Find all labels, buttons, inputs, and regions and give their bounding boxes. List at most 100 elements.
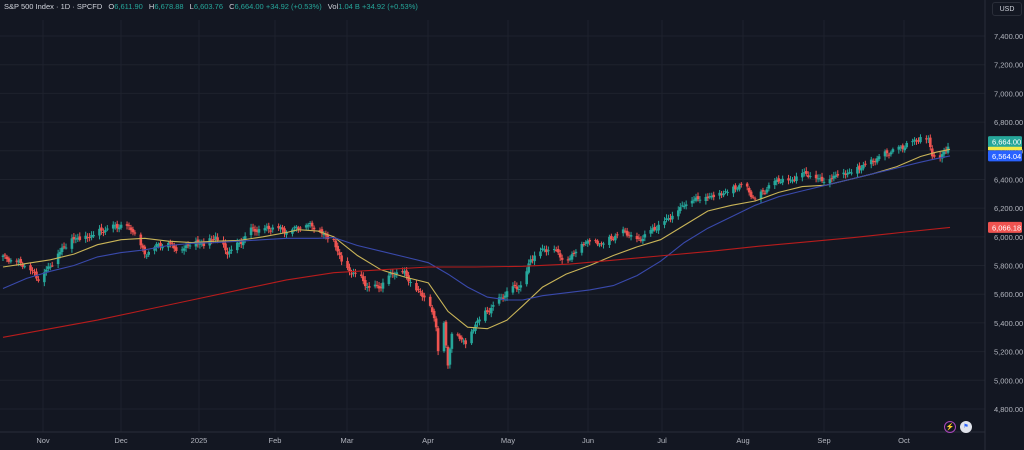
vol-label: Vol — [327, 2, 339, 11]
y-tick-label: 4,800.00 — [994, 405, 1023, 414]
candle-body — [462, 340, 466, 342]
candle-body — [281, 227, 284, 230]
candle-body — [470, 331, 473, 344]
low-label: L — [189, 2, 194, 11]
candle-body — [651, 228, 655, 232]
candle-body — [432, 310, 436, 319]
candle-body — [499, 297, 503, 299]
candle-body — [216, 237, 219, 241]
candle-body — [663, 221, 666, 225]
candle-body — [460, 337, 464, 340]
candle-body — [767, 185, 771, 189]
candle-body — [157, 244, 160, 246]
candle-body — [23, 266, 26, 268]
candle-body — [885, 150, 889, 154]
candle-body — [582, 244, 586, 246]
symbol-title[interactable]: S&P 500 Index · 1D · SPCFD — [4, 2, 103, 11]
candle-body — [45, 269, 48, 272]
candle-body — [913, 139, 916, 141]
candle-body — [141, 245, 145, 248]
candle-body — [856, 167, 859, 174]
candle-body — [48, 266, 52, 268]
candle-body — [100, 227, 103, 231]
candle-body — [519, 285, 523, 288]
candle-body — [777, 178, 781, 182]
candle-body — [927, 138, 930, 140]
candle-body — [942, 151, 946, 155]
candle-body — [883, 151, 887, 157]
candle-body — [401, 271, 404, 273]
candle-body — [486, 310, 489, 312]
candle-body — [905, 142, 908, 148]
candle-body — [326, 234, 330, 240]
currency-button[interactable]: USD — [992, 2, 1022, 16]
candle-body — [682, 206, 686, 208]
candle-body — [627, 234, 631, 236]
vol-value: 1.04 B — [338, 2, 360, 11]
candle-body — [517, 288, 521, 290]
candle-body — [850, 172, 853, 174]
candle-body — [279, 227, 282, 230]
candle-body — [159, 242, 162, 248]
candle-body — [381, 282, 385, 289]
candle-body — [623, 230, 627, 232]
candle-body — [17, 260, 21, 263]
candle-body — [635, 236, 639, 240]
x-tick-label: Jun — [582, 436, 594, 445]
candle-body — [113, 225, 117, 227]
x-tick-label: Oct — [898, 436, 911, 445]
vol-change-value: +34.92 (+0.53%) — [362, 2, 418, 11]
x-tick-label: 2025 — [191, 436, 208, 445]
candle-body — [680, 205, 684, 207]
low-value: 6,603.76 — [193, 2, 224, 11]
candle-body — [84, 235, 87, 239]
us-flag-icon[interactable]: ⚑ — [960, 421, 972, 433]
candle-body — [241, 240, 245, 246]
candle-body — [801, 172, 804, 178]
candle-body — [667, 218, 670, 220]
lightning-icon[interactable]: ⚡ — [944, 421, 956, 433]
candle-body — [139, 234, 143, 246]
candle-body — [655, 229, 658, 231]
candle-body — [212, 239, 215, 241]
candle-body — [295, 226, 298, 228]
candle-body — [525, 271, 529, 285]
candle-body — [60, 247, 64, 253]
candle-body — [930, 148, 934, 157]
candle-body — [64, 247, 68, 249]
candle-body — [186, 244, 190, 246]
candle-body — [873, 160, 877, 163]
candle-body — [448, 349, 452, 365]
candle-body — [98, 228, 101, 236]
candle-body — [513, 284, 517, 287]
candle-body — [74, 238, 78, 240]
candle-body — [367, 286, 371, 288]
candle-body — [224, 243, 227, 251]
y-tick-label: 6,800.00 — [994, 118, 1023, 127]
candle-body — [174, 247, 178, 251]
candle-body — [816, 178, 820, 180]
candle-body — [911, 141, 914, 143]
chart-legend: S&P 500 Index · 1D · SPCFD O6,611.90 H6,… — [4, 2, 418, 11]
candle-body — [417, 288, 420, 291]
candle-body — [436, 328, 440, 352]
candle-body — [515, 286, 519, 290]
x-tick-label: Mar — [341, 436, 354, 445]
candle-body — [131, 229, 135, 233]
status-icons: ⚡ ⚑ — [944, 420, 972, 434]
candle-body — [665, 218, 668, 221]
candle-body — [600, 243, 603, 245]
candle-body — [257, 229, 261, 233]
candle-body — [320, 229, 324, 234]
candle-body — [887, 154, 891, 156]
candle-body — [773, 180, 777, 186]
candle-body — [249, 227, 253, 236]
high-value: 6,678.88 — [154, 2, 184, 11]
candle-body — [352, 272, 355, 274]
candle-body — [803, 172, 806, 174]
candle-body — [808, 176, 812, 178]
candle-body — [143, 246, 147, 255]
candle-body — [586, 240, 590, 244]
candle-body — [860, 168, 863, 171]
